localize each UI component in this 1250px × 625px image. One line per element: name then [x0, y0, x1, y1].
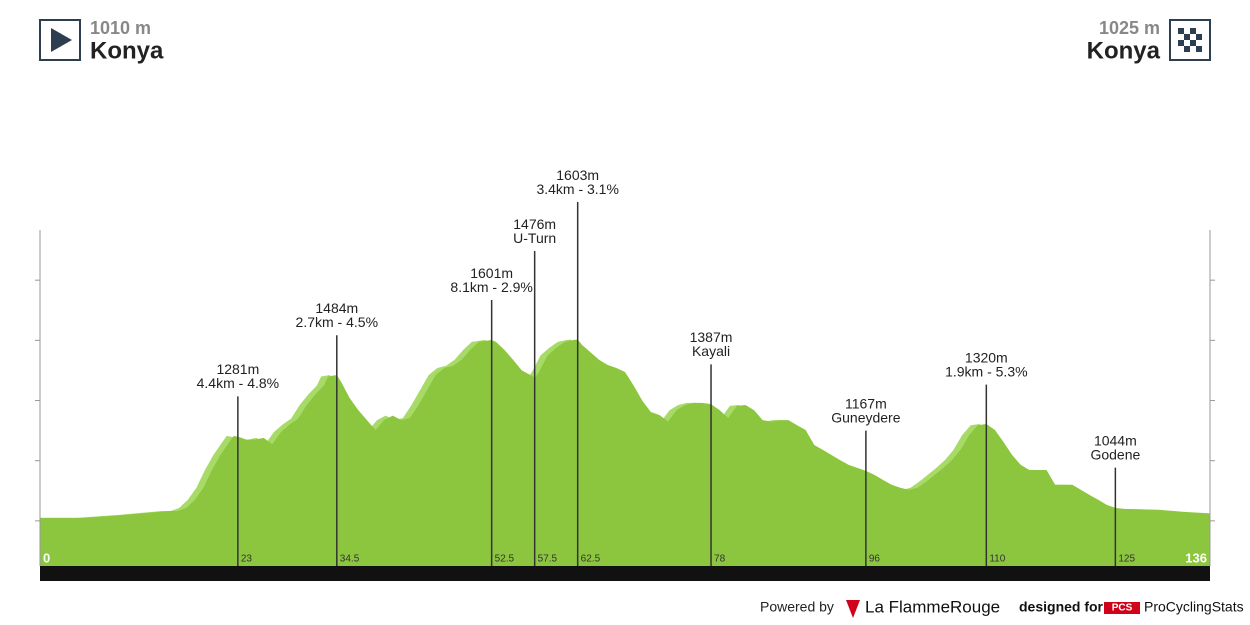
climb-note: 1.9km - 5.3%	[945, 363, 1027, 379]
climb-note: Godene	[1090, 446, 1140, 462]
start-icon	[39, 19, 81, 61]
right-cover	[1210, 220, 1250, 566]
pcs-logo-bg	[1104, 602, 1140, 614]
pcs-name: ProCyclingStats	[1144, 599, 1244, 615]
climb-note: 4.4km - 4.8%	[197, 375, 279, 391]
pcs-logo: PCS	[1112, 603, 1133, 614]
climb-altitude: 1167m	[845, 395, 887, 411]
x-tick-label: 52.5	[495, 554, 515, 565]
flag-square	[1190, 28, 1196, 34]
flag-square	[1178, 28, 1184, 34]
flag-square	[1184, 34, 1190, 40]
climb-altitude: 1044m	[1094, 432, 1137, 448]
left-cover	[0, 220, 40, 566]
climb-altitude: 1281m	[216, 361, 259, 377]
climb-altitude: 1603m	[556, 167, 599, 183]
climb-altitude: 1387m	[690, 329, 733, 345]
flamme-logo	[846, 600, 860, 618]
finish-place: Konya	[1087, 37, 1161, 64]
x-tick-label: 110	[989, 554, 1005, 565]
x-tick-label: 62.5	[581, 554, 601, 565]
climb-note: 2.7km - 4.5%	[296, 314, 378, 330]
climb-altitude: 1320m	[965, 349, 1008, 365]
start-place: Konya	[90, 37, 164, 64]
climb-altitude: 1601m	[470, 265, 513, 281]
designed-for: designed for	[1019, 599, 1104, 615]
climb-note: Kayali	[692, 343, 730, 359]
climb-note: 8.1km - 2.9%	[450, 279, 532, 295]
climb-altitude: 1484m	[315, 300, 358, 316]
climb-note: 3.4km - 3.1%	[536, 181, 618, 197]
x-tick-label: 57.5	[538, 554, 558, 565]
climb-note: U-Turn	[513, 230, 556, 246]
finish-altitude: 1025 m	[1099, 18, 1160, 38]
climb-altitude: 1476m	[513, 216, 556, 232]
x-tick-label: 125	[1118, 554, 1135, 565]
climb-note: Guneydere	[831, 409, 900, 425]
powered-by: Powered by	[760, 599, 834, 615]
start-arrow	[51, 28, 72, 52]
x-tick-label: 96	[869, 554, 881, 565]
flag-square	[1190, 40, 1196, 46]
plot: 1000100012001200140014001600160018001800…	[0, 167, 1250, 566]
x-tick-label: 0	[43, 550, 50, 565]
flag-square	[1178, 40, 1184, 46]
x-tick-label: 136	[1185, 550, 1207, 565]
x-tick-label: 34.5	[340, 554, 360, 565]
flag-square	[1196, 34, 1202, 40]
brand: La FlammeRouge	[865, 597, 1000, 616]
flag-square	[1184, 46, 1190, 52]
finish-icon	[1169, 19, 1211, 61]
profile	[40, 339, 1210, 566]
distance-bar	[40, 566, 1210, 581]
x-tick-label: 78	[714, 554, 726, 565]
flag-square	[1196, 46, 1202, 52]
x-tick-label: 23	[241, 554, 253, 565]
start-altitude: 1010 m	[90, 18, 151, 38]
